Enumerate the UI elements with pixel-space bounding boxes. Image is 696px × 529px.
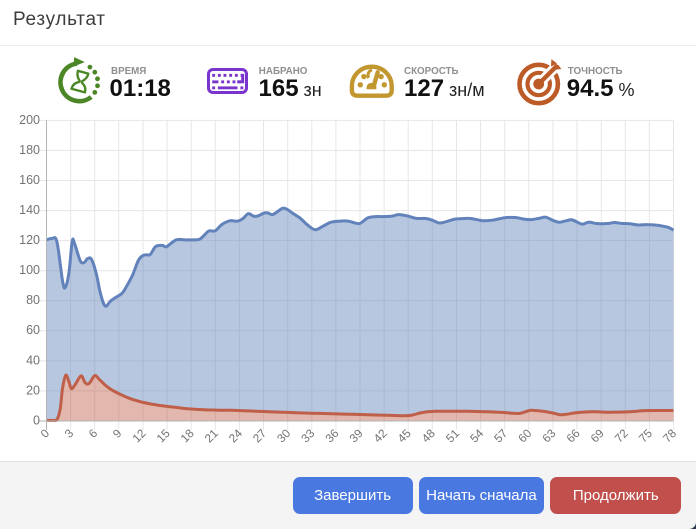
- svg-text:57: 57: [491, 426, 510, 445]
- svg-text:0: 0: [33, 413, 40, 427]
- svg-text:75: 75: [636, 426, 655, 445]
- svg-text:120: 120: [19, 233, 40, 247]
- svg-text:21: 21: [202, 426, 221, 445]
- svg-text:15: 15: [154, 426, 173, 445]
- svg-text:100: 100: [19, 263, 40, 277]
- svg-text:40: 40: [26, 353, 40, 367]
- svg-text:54: 54: [467, 426, 486, 445]
- svg-text:27: 27: [250, 426, 269, 445]
- svg-text:0: 0: [38, 426, 53, 441]
- svg-text:18: 18: [178, 426, 197, 445]
- svg-text:80: 80: [26, 293, 40, 307]
- svg-text:24: 24: [226, 426, 245, 445]
- svg-text:160: 160: [19, 173, 40, 187]
- svg-text:45: 45: [395, 426, 414, 445]
- svg-text:30: 30: [274, 426, 293, 445]
- svg-text:72: 72: [612, 426, 631, 445]
- svg-text:3: 3: [62, 426, 77, 441]
- svg-text:60: 60: [26, 323, 40, 337]
- svg-text:78: 78: [660, 426, 679, 445]
- svg-text:12: 12: [129, 426, 148, 445]
- svg-text:140: 140: [19, 203, 40, 217]
- svg-text:42: 42: [371, 426, 390, 445]
- svg-text:36: 36: [322, 426, 341, 445]
- svg-text:39: 39: [346, 426, 365, 445]
- svg-text:60: 60: [515, 426, 534, 445]
- svg-text:48: 48: [419, 426, 438, 445]
- svg-text:6: 6: [86, 426, 101, 441]
- svg-text:63: 63: [539, 426, 558, 445]
- svg-text:20: 20: [26, 383, 40, 397]
- svg-text:180: 180: [19, 143, 40, 157]
- svg-text:69: 69: [588, 426, 607, 445]
- svg-text:33: 33: [298, 426, 317, 445]
- svg-text:51: 51: [443, 426, 462, 445]
- svg-text:66: 66: [563, 426, 582, 445]
- svg-text:9: 9: [110, 426, 125, 441]
- svg-text:200: 200: [19, 113, 40, 127]
